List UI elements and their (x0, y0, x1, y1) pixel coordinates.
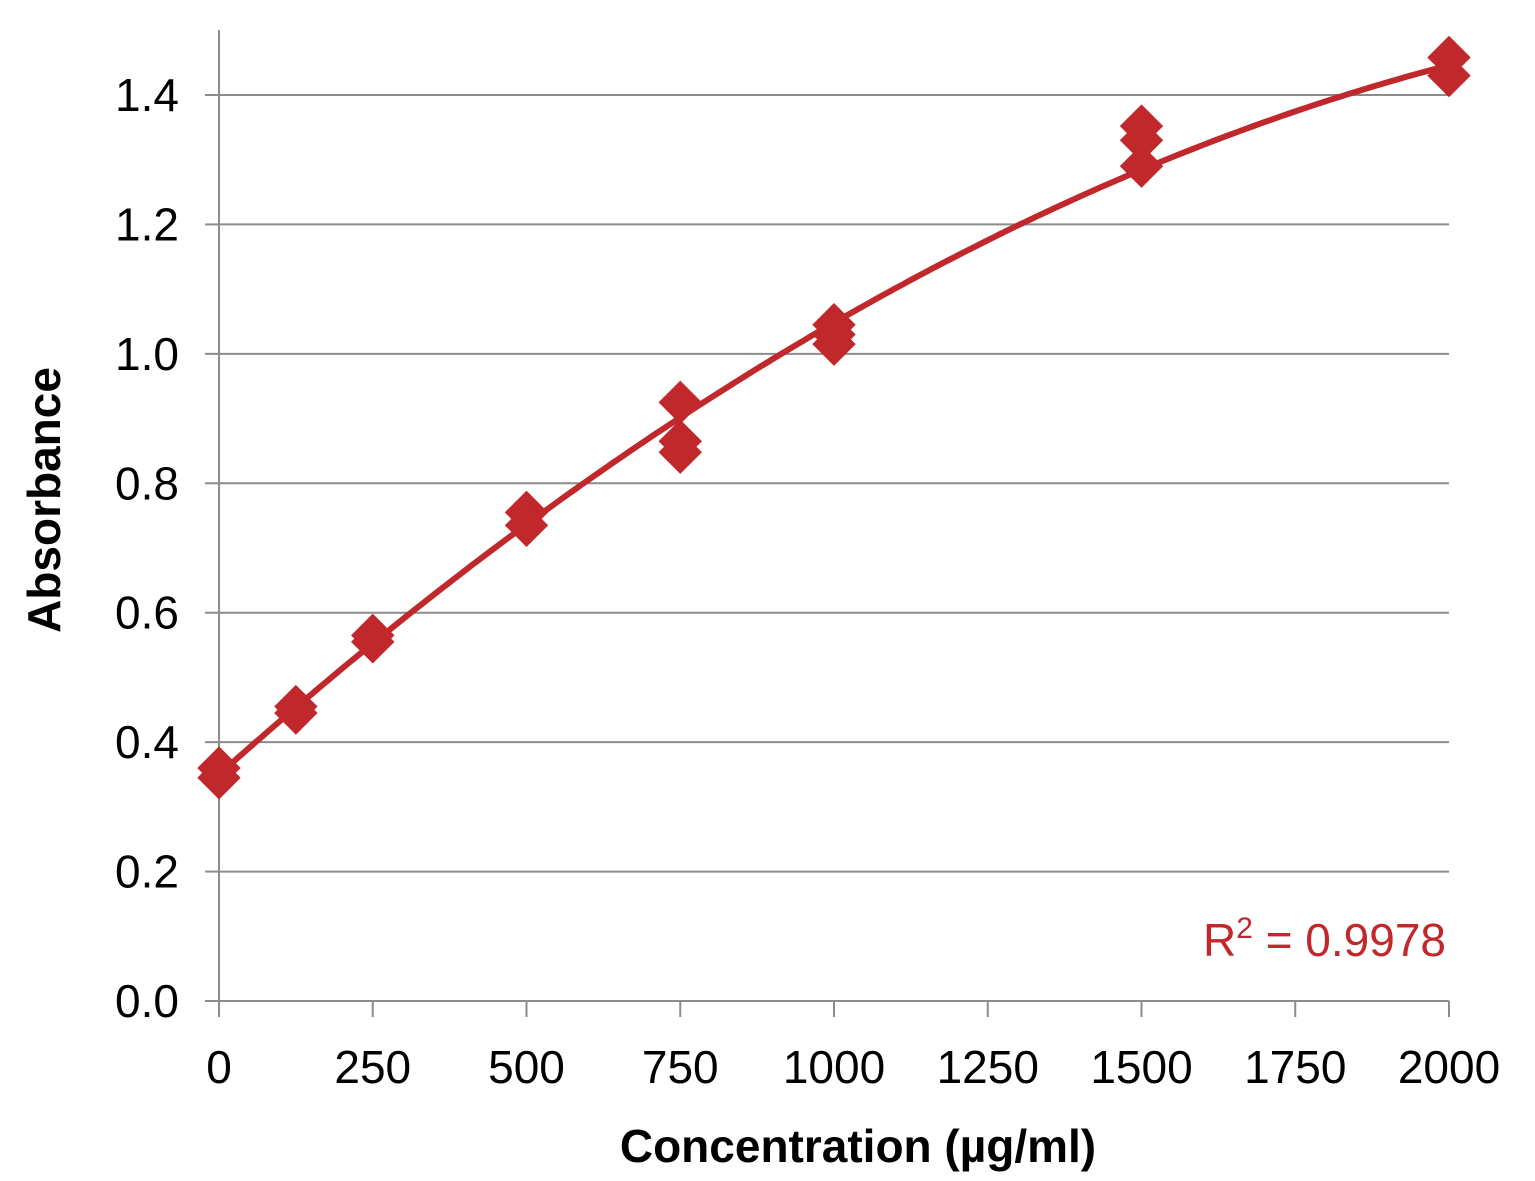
y-tick-label: 1.2 (115, 198, 179, 250)
y-tick-label: 0.8 (115, 457, 179, 509)
x-tick-label: 500 (488, 1041, 565, 1093)
x-tick-label: 1000 (783, 1041, 885, 1093)
gridlines (219, 94, 1449, 873)
tick-marks (205, 94, 1450, 1017)
trendline (216, 62, 1452, 778)
axes (218, 30, 1449, 1002)
y-tick-label: 0.2 (115, 846, 179, 898)
r-squared-label: R2 = 0.9978 (1203, 912, 1446, 966)
y-axis-title: Absorbance (18, 367, 70, 633)
x-tick-label: 750 (642, 1041, 719, 1093)
data-point (197, 756, 241, 800)
data-point (658, 430, 702, 474)
x-tick-label: 1500 (1090, 1041, 1192, 1093)
y-tick-label: 1.4 (115, 69, 179, 121)
x-tick-label: 1750 (1244, 1041, 1346, 1093)
y-tick-label: 0.0 (115, 975, 179, 1027)
data-point (504, 503, 549, 548)
data-point (812, 322, 856, 366)
x-tick-label: 1250 (937, 1041, 1039, 1093)
x-axis-title: Concentration (µg/ml) (620, 1120, 1096, 1172)
y-tick-label: 0.6 (115, 587, 179, 639)
y-tick-label: 1.0 (115, 328, 179, 380)
x-tick-label: 250 (334, 1041, 411, 1093)
x-tick-label: 0 (206, 1041, 232, 1093)
tick-labels: 0.0 0.2 0.4 0.6 0.8 1.0 1.2 1.4 0 250 500 750 1000 12… (115, 69, 1500, 1093)
data-point (1427, 53, 1471, 98)
data-point (1119, 144, 1164, 188)
y-tick-label: 0.4 (115, 716, 179, 768)
data-point (351, 620, 395, 664)
data-point (274, 691, 318, 735)
data-points (197, 35, 1471, 800)
data-point (658, 380, 702, 425)
x-tick-label: 2000 (1398, 1041, 1500, 1093)
